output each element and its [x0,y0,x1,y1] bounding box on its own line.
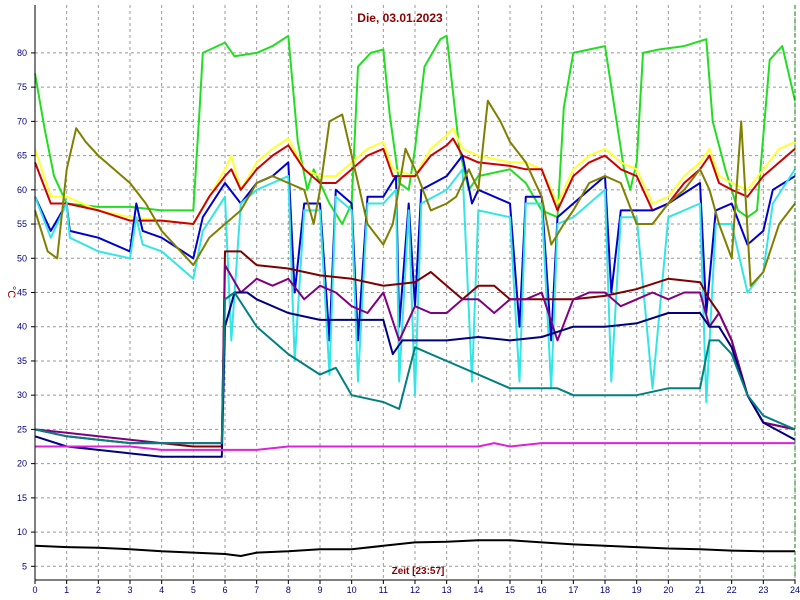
x-tick-label: 17 [568,585,578,595]
x-tick-label: 7 [254,585,259,595]
x-tick-label: 22 [727,585,737,595]
y-tick-label: 55 [17,219,27,229]
x-tick-label: 13 [442,585,452,595]
series-line-5 [34,168,796,403]
x-tick-label: 9 [317,585,322,595]
y-tick-label: 80 [17,48,27,58]
x-tick-label: 24 [790,585,800,595]
y-tick-label: 35 [17,356,27,366]
y-axis-label: °C [5,286,17,298]
y-tick-label: 15 [17,493,27,503]
series-line-10 [34,291,796,445]
series-line-8 [34,264,796,445]
x-tick-label: 14 [473,585,483,595]
y-tick-label: 30 [17,390,27,400]
x-tick-label: 12 [410,585,420,595]
y-tick-label: 40 [17,322,27,332]
x-tick-label: 5 [191,585,196,595]
time-annotation: Zeit [23:57] [392,566,445,577]
chart-title: Die, 03.01.2023 [357,11,443,25]
axes [31,5,796,584]
y-tick-label: 45 [17,288,27,298]
x-tick-label: 19 [632,585,642,595]
y-tick-label: 60 [17,185,27,195]
x-tick-label: 0 [32,585,37,595]
y-tick-label: 5 [22,561,27,571]
series-line-1 [34,34,796,225]
series-line-3 [34,137,796,225]
x-tick-label: 3 [127,585,132,595]
y-tick-label: 50 [17,253,27,263]
series-group [34,34,796,557]
series-line-9 [34,291,796,458]
x-tick-label: 6 [222,585,227,595]
x-tick-label: 23 [758,585,768,595]
x-tick-label: 16 [537,585,547,595]
series-line-12 [34,539,795,557]
y-tick-label: 25 [17,424,27,434]
tick-labels: 0 1 2 3 4 5 6 7 8 9 10 11 12 13 14 15 16 17 18 19 20 21 22 23 24… [17,48,800,595]
series-line-11 [35,442,795,451]
y-tick-label: 10 [17,527,27,537]
series-line-2 [34,127,796,225]
x-tick-label: 18 [600,585,610,595]
x-tick-label: 2 [96,585,101,595]
series-line-6 [34,99,796,287]
x-tick-label: 1 [64,585,69,595]
x-tick-label: 21 [695,585,705,595]
y-tick-label: 75 [17,82,27,92]
x-tick-label: 8 [286,585,291,595]
grid [34,5,796,580]
y-tick-label: 70 [17,116,27,126]
x-tick-label: 4 [159,585,164,595]
y-tick-label: 20 [17,459,27,469]
x-tick-label: 11 [379,585,388,595]
series-line-7 [34,250,796,448]
series-line-4 [34,154,796,342]
x-tick-label: 15 [505,585,515,595]
x-tick-label: 20 [663,585,673,595]
x-tick-label: 10 [347,585,357,595]
y-tick-label: 65 [17,151,27,161]
